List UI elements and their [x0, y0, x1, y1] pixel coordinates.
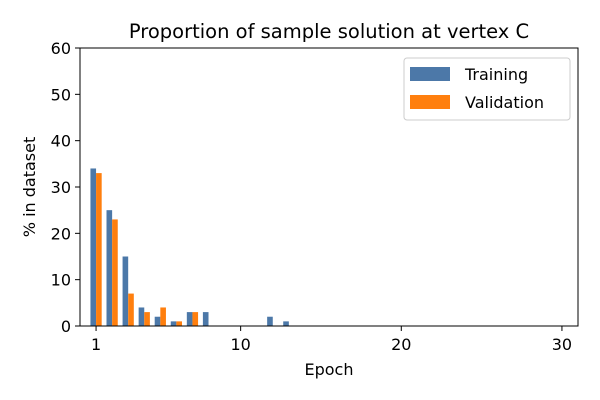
y-axis-title: % in dataset — [20, 137, 39, 237]
y-tick-label: 50 — [51, 85, 71, 104]
y-tick-label: 40 — [51, 132, 71, 151]
bar-training-epoch-1 — [90, 168, 97, 326]
x-tick-label: 10 — [230, 335, 250, 354]
y-tick-label: 20 — [51, 224, 71, 243]
bar-validation-epoch-5 — [160, 307, 166, 326]
bar-training-epoch-4 — [138, 307, 145, 326]
axes: 0 10 20 30 40 50 60 1 10 20 30 — [51, 39, 579, 354]
bar-validation-epoch-2 — [112, 219, 118, 326]
y-tick-label: 60 — [51, 39, 71, 58]
chart-title: Proportion of sample solution at vertex … — [129, 20, 529, 43]
y-tick-label: 0 — [61, 317, 71, 336]
legend-swatch-training — [410, 67, 450, 81]
bar-validation-epoch-4 — [144, 312, 150, 326]
legend: Training Validation — [403, 57, 571, 121]
legend-label-validation: Validation — [465, 93, 544, 112]
series-validation — [96, 173, 199, 326]
legend-swatch-validation — [410, 95, 450, 109]
x-tick-label: 30 — [552, 335, 572, 354]
x-tick-label: 1 — [91, 335, 101, 354]
bar-training-epoch-3 — [122, 256, 129, 326]
series-training — [90, 168, 289, 326]
bar-training-epoch-7 — [186, 312, 193, 326]
bar-validation-epoch-1 — [96, 173, 102, 326]
bar-training-epoch-2 — [106, 210, 113, 326]
y-tick-label: 10 — [51, 271, 71, 290]
bar-validation-epoch-3 — [128, 293, 134, 326]
y-tick-label: 30 — [51, 178, 71, 197]
bar-training-epoch-6 — [170, 321, 177, 326]
bar-training-epoch-13 — [283, 321, 289, 326]
x-tick-label: 20 — [391, 335, 411, 354]
bar-validation-epoch-6 — [176, 321, 183, 326]
bar-training-epoch-12 — [267, 316, 273, 326]
bar-validation-epoch-7 — [192, 312, 199, 326]
bar-training-epoch-5 — [154, 316, 161, 326]
bar-training-epoch-8 — [202, 312, 209, 326]
legend-label-training: Training — [464, 65, 528, 84]
x-axis-title: Epoch — [305, 360, 354, 379]
bars — [90, 168, 289, 326]
